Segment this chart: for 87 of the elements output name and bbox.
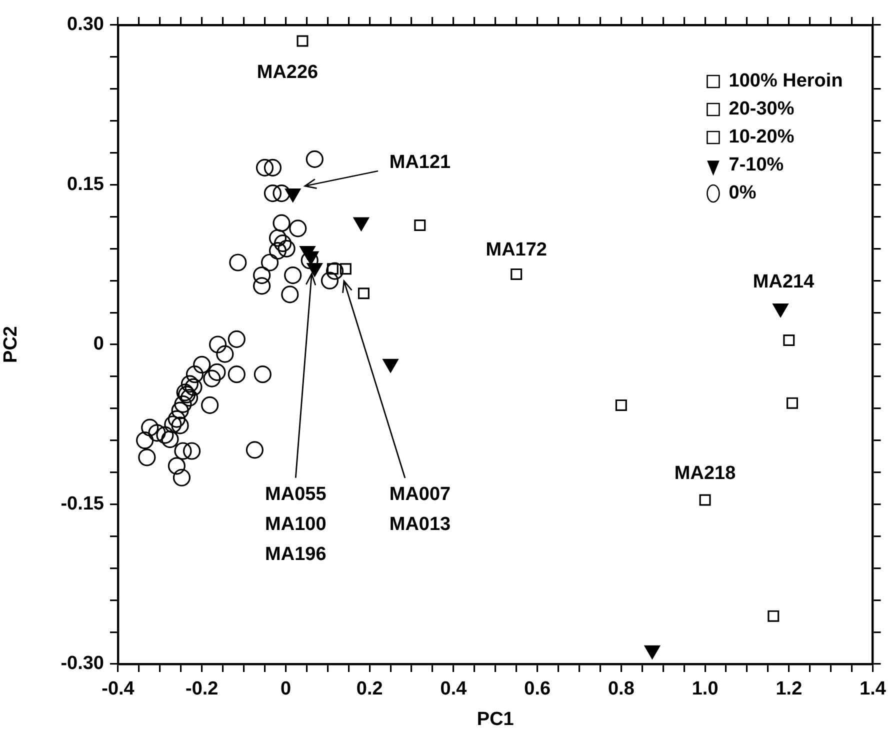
- point: [281, 286, 299, 304]
- annotation: MA172: [486, 239, 547, 260]
- point: [340, 263, 352, 275]
- point: [216, 345, 234, 363]
- point: [172, 468, 191, 486]
- point: [289, 220, 307, 238]
- point: [186, 366, 204, 384]
- annotation: MA214: [752, 272, 815, 293]
- point: [783, 334, 795, 346]
- point: [201, 396, 219, 414]
- point: [256, 158, 274, 177]
- point: [358, 288, 370, 300]
- point: [320, 272, 339, 290]
- point: [274, 234, 292, 252]
- point: [261, 254, 279, 272]
- point: [278, 240, 296, 258]
- point: [156, 426, 174, 444]
- point: [203, 370, 221, 388]
- point: [136, 432, 154, 450]
- point: [171, 402, 189, 420]
- x-tick-label: -0.2: [185, 678, 218, 700]
- point: [174, 442, 192, 460]
- point: [138, 448, 156, 466]
- y-tick-label: -0.15: [60, 493, 104, 514]
- point: [510, 268, 522, 280]
- point: [228, 366, 246, 384]
- point: [253, 277, 271, 295]
- point: [141, 418, 159, 436]
- x-tick-label: -0.4: [102, 678, 135, 700]
- point: [414, 219, 426, 231]
- point: [615, 399, 627, 411]
- annotation: MA007 MA013: [389, 484, 451, 536]
- point: [768, 610, 780, 622]
- point: [148, 424, 166, 442]
- point: [264, 184, 282, 202]
- point: [284, 266, 302, 284]
- point: [161, 430, 179, 448]
- point: [180, 375, 199, 393]
- point: [272, 184, 290, 202]
- point: [306, 150, 324, 168]
- point: [209, 336, 227, 354]
- point: [786, 397, 798, 409]
- annotation: MA055 MA100 MA196: [265, 484, 327, 566]
- annotation: MA218: [674, 463, 736, 484]
- point: [326, 262, 344, 280]
- annotation: MA226: [256, 62, 318, 84]
- y-tick-label: 0.30: [67, 14, 104, 36]
- y-tick-label: 0: [93, 334, 104, 355]
- x-tick-label: 0.8: [608, 678, 634, 700]
- x-tick-label: 0.6: [524, 678, 551, 700]
- point: [168, 457, 186, 475]
- legend-label: 20-30%: [728, 98, 794, 120]
- point: [183, 442, 201, 460]
- x-tick-label: 0.4: [440, 678, 468, 700]
- y-tick-label: 0.15: [67, 174, 104, 195]
- point: [272, 214, 290, 232]
- point: [296, 35, 308, 47]
- x-axis-title: PC1: [476, 708, 514, 730]
- point: [253, 266, 271, 284]
- point: [264, 158, 282, 177]
- x-tick-label: 0.2: [356, 678, 383, 700]
- point: [246, 441, 264, 459]
- point: [229, 254, 247, 272]
- legend-label: 10-20%: [728, 126, 794, 148]
- x-tick-label: 0: [280, 678, 292, 700]
- point: [180, 388, 198, 407]
- point: [164, 416, 182, 434]
- y-axis-title: PC2: [0, 326, 22, 363]
- legend-label: 100% Heroin: [728, 70, 843, 92]
- legend-label: 7-10%: [728, 154, 784, 176]
- point: [184, 378, 202, 396]
- point: [254, 366, 272, 384]
- point: [268, 229, 287, 247]
- x-tick-label: 1.0: [692, 678, 718, 700]
- point: [208, 363, 226, 381]
- point: [699, 494, 711, 506]
- point: [171, 416, 189, 434]
- annotation: MA121: [389, 152, 452, 174]
- x-tick-label: 1.2: [776, 678, 802, 700]
- point: [174, 395, 192, 413]
- x-tick-label: 1.4: [860, 678, 886, 700]
- legend-label: 0%: [728, 182, 756, 204]
- point: [268, 242, 287, 260]
- point: [168, 410, 186, 428]
- point: [228, 330, 246, 348]
- point: [193, 356, 211, 374]
- y-tick-label: -0.30: [60, 653, 104, 674]
